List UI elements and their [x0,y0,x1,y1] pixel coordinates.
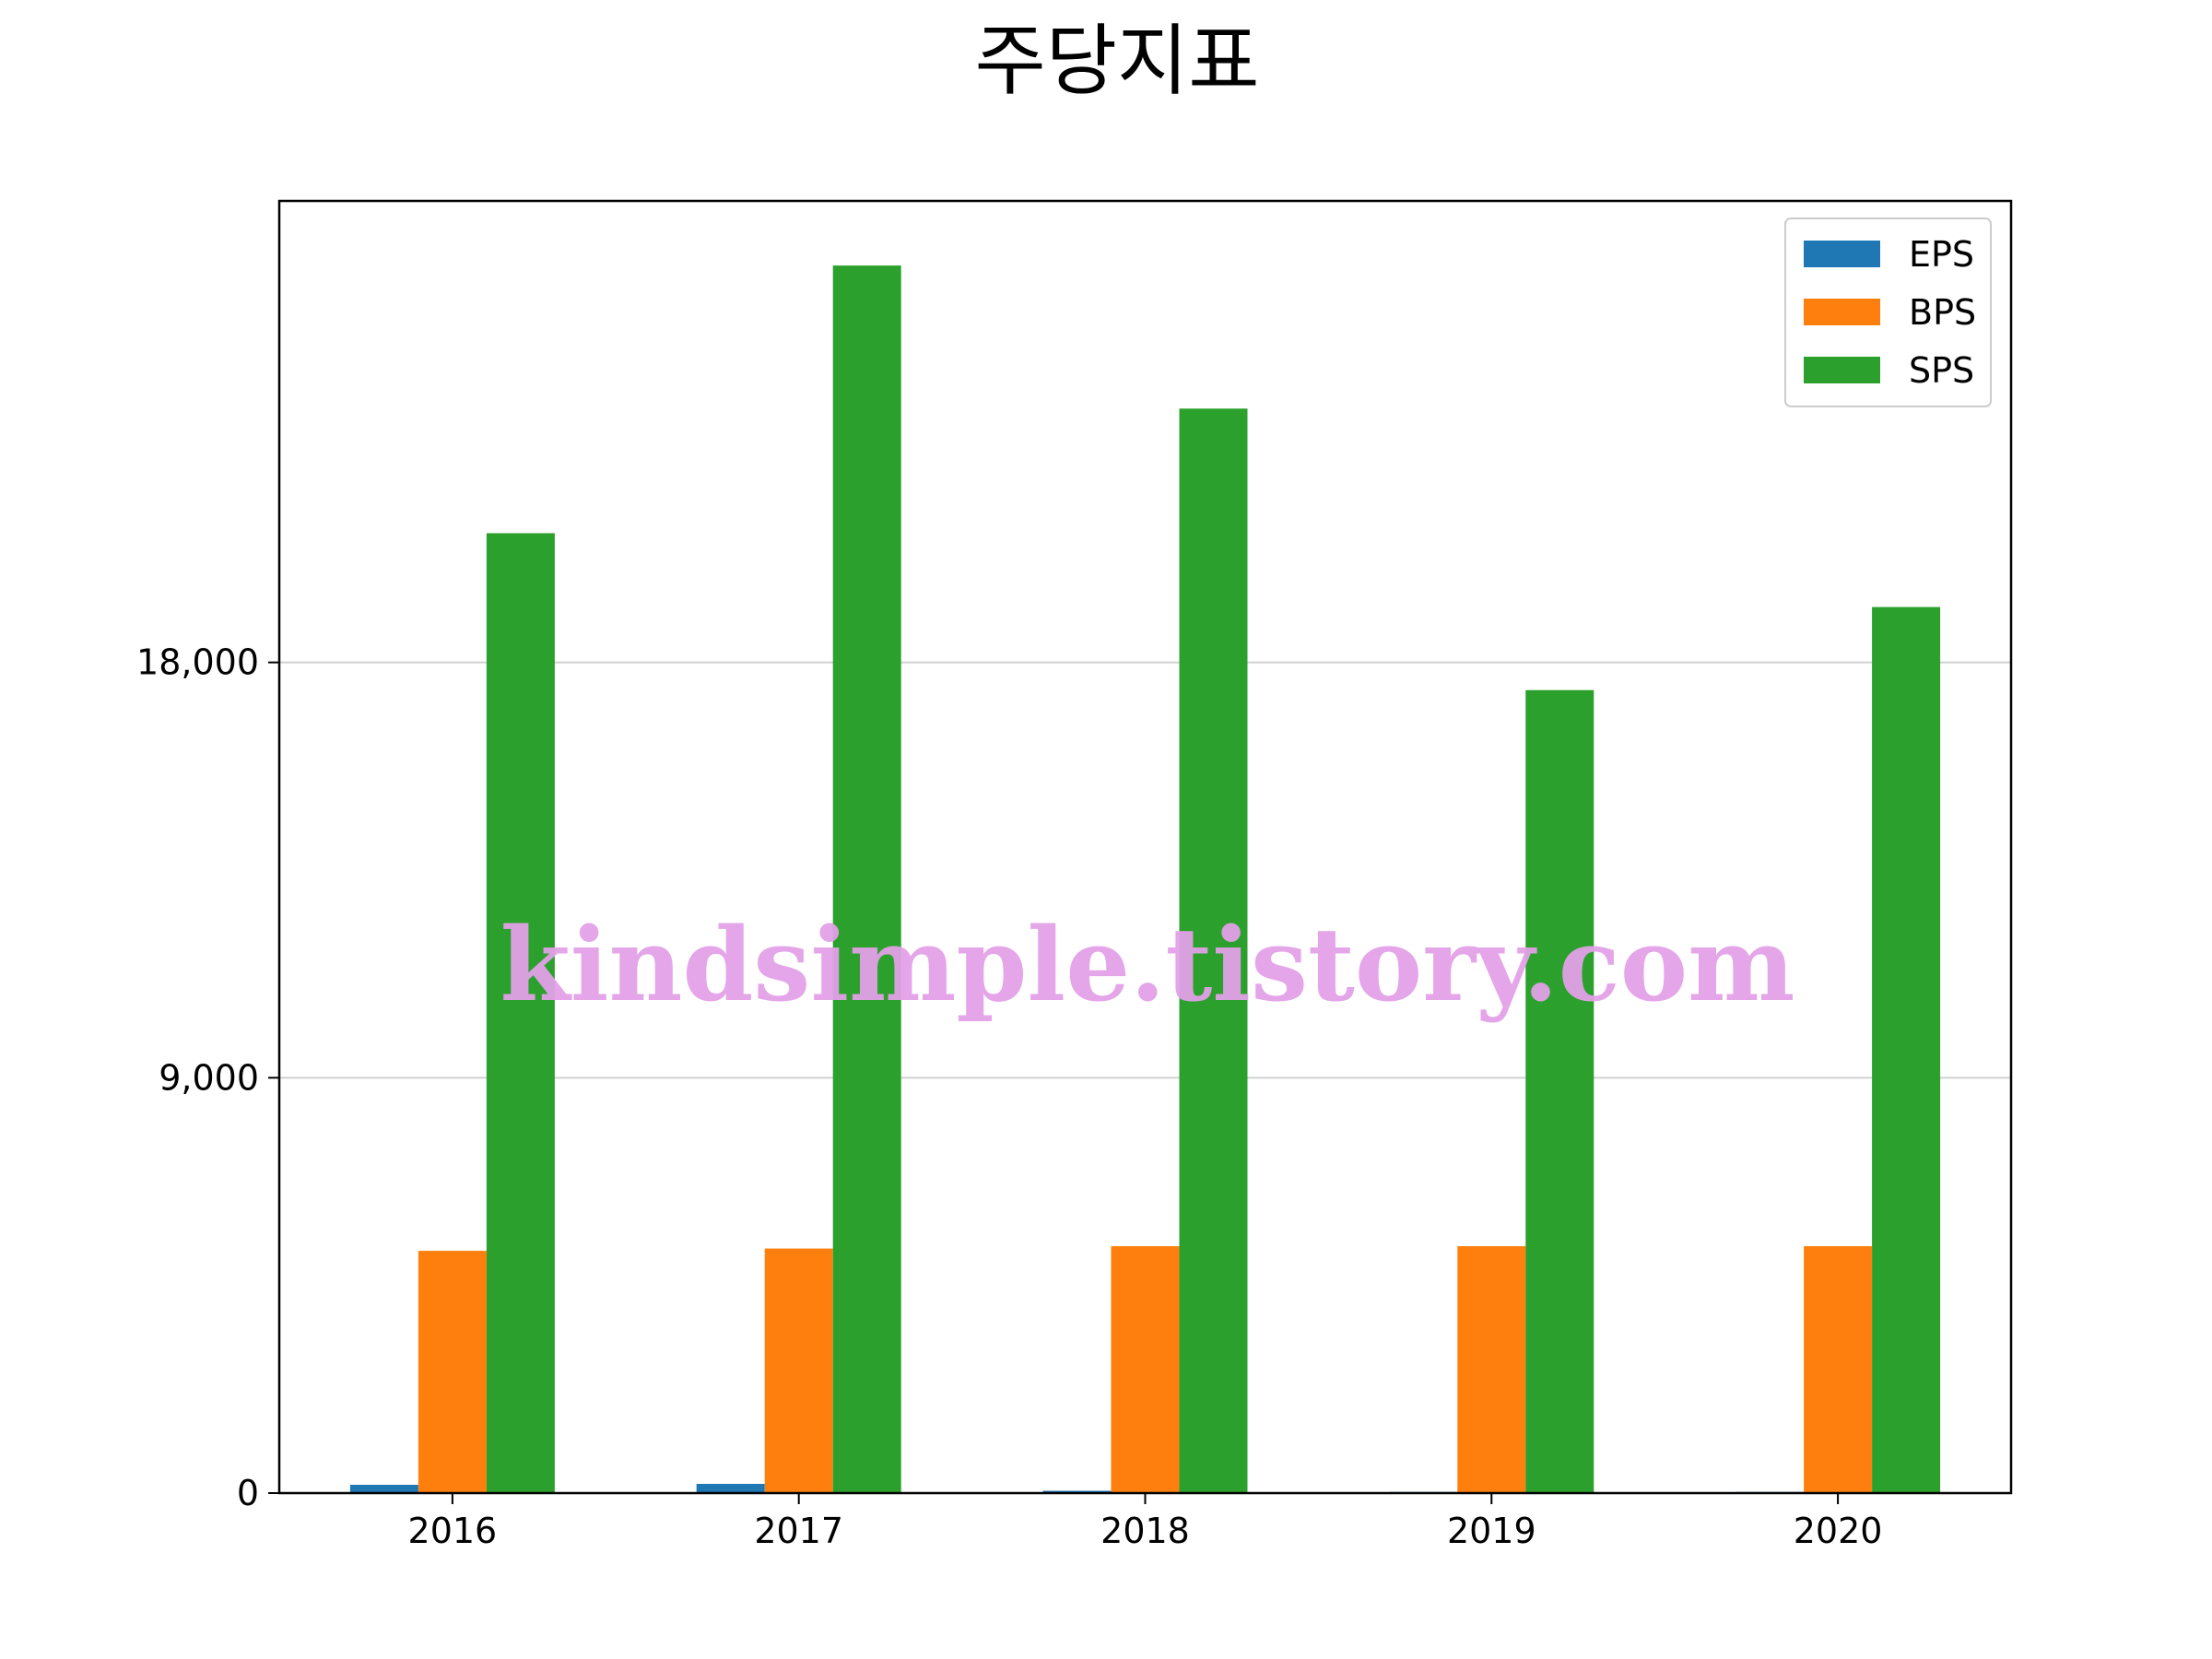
x-tick-label: 2019 [1447,1511,1536,1551]
y-tick-label: 9,000 [159,1057,259,1098]
legend-label-sps: SPS [1909,350,1974,391]
bar-sps-2016 [486,533,555,1493]
bar-bps-2017 [764,1248,833,1493]
bar-eps-2017 [696,1483,765,1493]
y-tick-label: 18,000 [136,642,259,683]
x-tick-label: 2020 [1794,1511,1883,1551]
bar-bps-2016 [418,1251,487,1493]
legend-swatch-bps [1804,299,1880,325]
legend-label-eps: EPS [1909,234,1974,275]
ticks-layer: 0 9,000 18,000 2016 2017 2018 2019 2020 [136,642,1882,1551]
bar-bps-2018 [1111,1246,1180,1493]
bars-layer [349,265,1941,1494]
bar-bps-2019 [1457,1246,1526,1493]
x-tick-label: 2016 [408,1511,498,1551]
legend-swatch-eps [1804,241,1880,267]
bar-eps-2018 [1042,1490,1112,1493]
legend-swatch-sps [1804,357,1880,383]
x-tick-label: 2017 [754,1511,843,1551]
y-tick-label: 0 [237,1473,259,1513]
legend-label-bps: BPS [1909,292,1976,333]
x-tick-label: 2018 [1100,1511,1190,1551]
watermark-text: kindsimple.tistory.com [500,905,1795,1024]
bar-bps-2020 [1804,1246,1873,1493]
grid-layer [279,661,2011,1079]
bar-sps-2020 [1872,606,1941,1493]
bar-sps-2019 [1525,689,1594,1493]
bar-sps-2017 [832,265,901,1494]
legend: EPS BPS SPS [1784,218,1992,407]
bar-eps-2016 [349,1484,418,1493]
chart-title: 주당지표 [974,16,1259,106]
bar-sps-2018 [1179,408,1248,1494]
